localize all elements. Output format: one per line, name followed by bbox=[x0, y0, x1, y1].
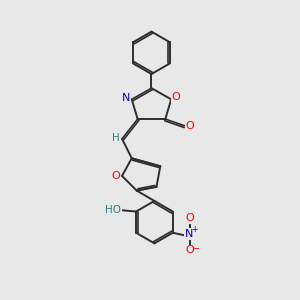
Text: −: − bbox=[192, 244, 200, 254]
Text: O: O bbox=[112, 171, 121, 181]
Text: O: O bbox=[186, 121, 194, 131]
Text: O: O bbox=[172, 92, 181, 102]
Text: O: O bbox=[185, 245, 194, 255]
Text: HO: HO bbox=[105, 205, 122, 215]
Text: +: + bbox=[191, 225, 197, 234]
Text: O: O bbox=[185, 213, 194, 223]
Text: N: N bbox=[122, 93, 130, 103]
Text: H: H bbox=[112, 133, 119, 143]
Text: N: N bbox=[185, 229, 194, 239]
